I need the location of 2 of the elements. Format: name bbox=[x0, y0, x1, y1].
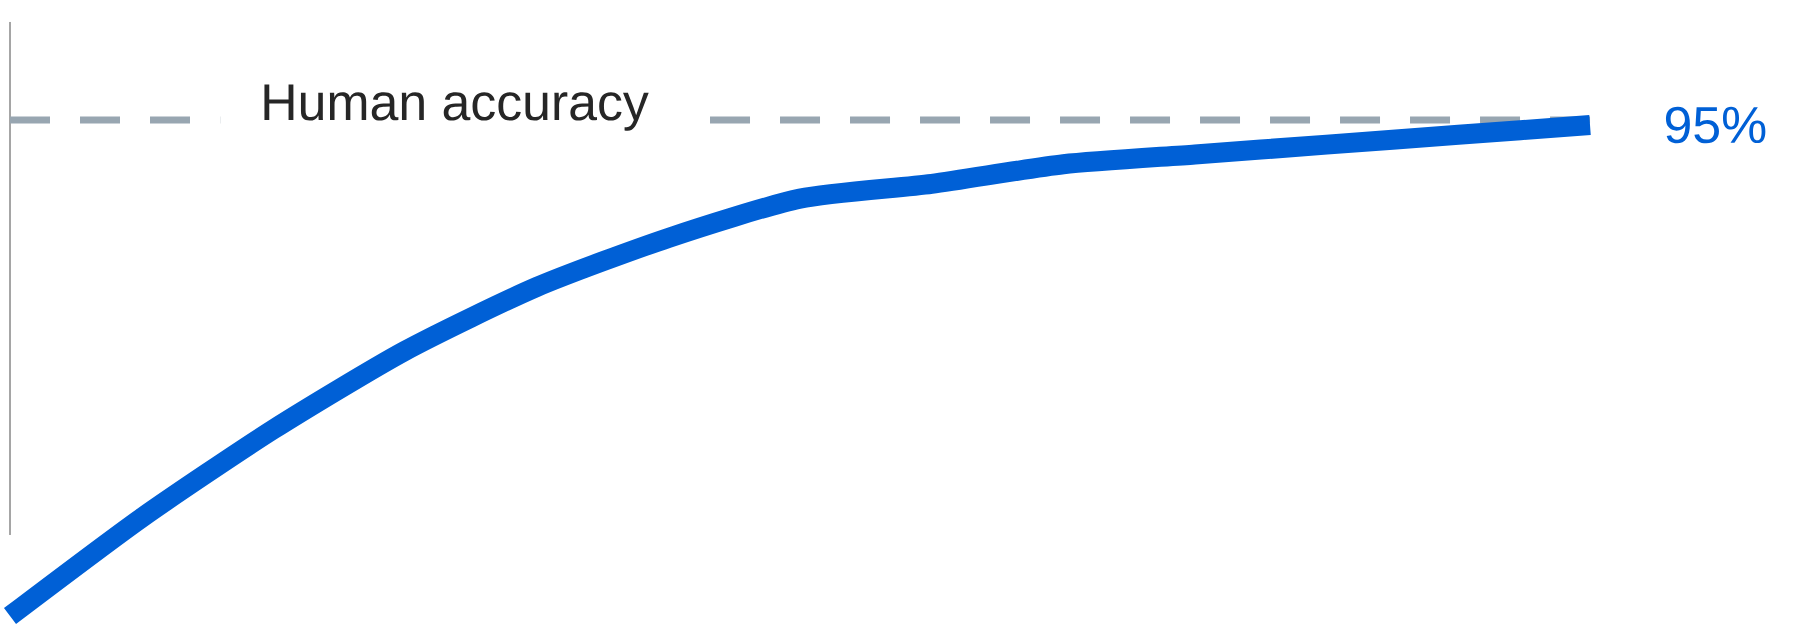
text: 95% bbox=[1665, 106, 1766, 144]
ref-line-label: Human accuracy bbox=[264, 84, 649, 131]
